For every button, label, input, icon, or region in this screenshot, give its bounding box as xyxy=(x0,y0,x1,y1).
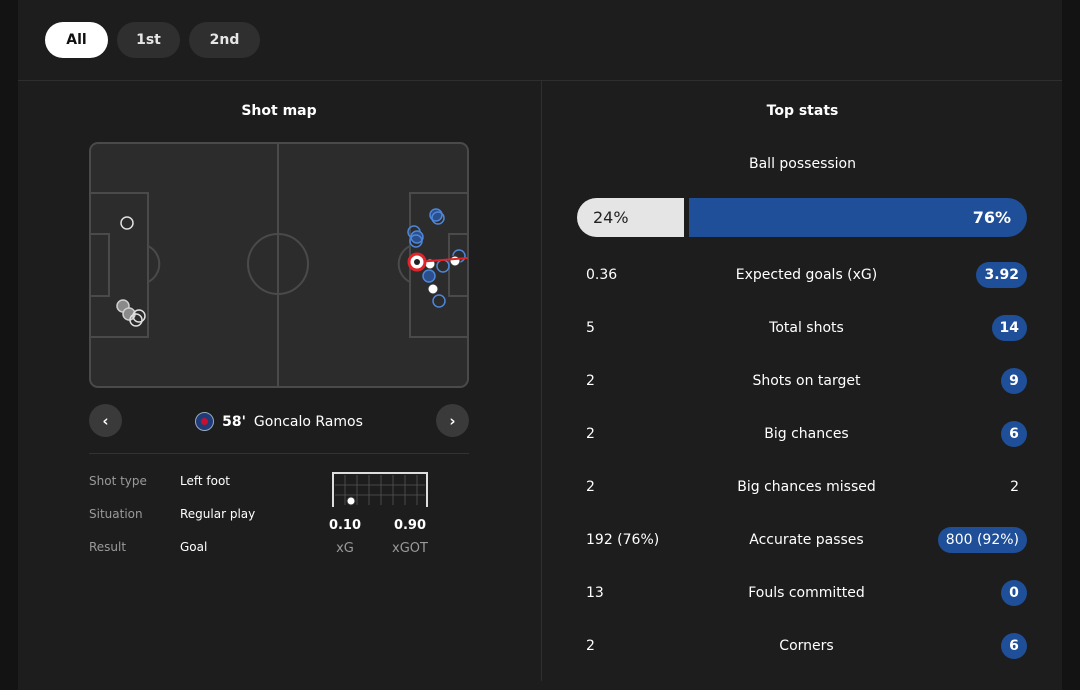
xg-label: xG xyxy=(336,541,354,556)
possession-away: 76% xyxy=(689,198,1027,237)
stat-away-value: 6 xyxy=(1001,421,1027,447)
stat-label: Accurate passes xyxy=(749,532,864,548)
shot-minute: 58' xyxy=(222,413,246,430)
stat-row-total-shots: 5 Total shots 14 xyxy=(586,315,1027,341)
stat-home-value: 2 xyxy=(586,373,595,389)
period-filter-bar: All 1st 2nd xyxy=(18,0,1062,81)
stat-label: Expected goals (xG) xyxy=(735,267,878,283)
stat-away-value: 3.92 xyxy=(976,262,1027,288)
top-stats-panel: Top stats Ball possession 24% 76% 0.36 E… xyxy=(541,81,1063,681)
stat-label: Big chances xyxy=(764,426,849,442)
top-stats-title: Top stats xyxy=(766,103,839,119)
chevron-right-icon: › xyxy=(449,411,456,430)
shot-map-title: Shot map xyxy=(241,103,317,119)
stat-home-value: 13 xyxy=(586,585,604,601)
stat-label: Big chances missed xyxy=(737,479,876,495)
next-shot-button[interactable]: › xyxy=(436,404,469,437)
stat-home-value: 5 xyxy=(586,320,595,336)
player-name: Goncalo Ramos xyxy=(253,413,363,430)
stat-label: Total shots xyxy=(769,320,844,336)
situation-value: Regular play xyxy=(180,507,256,521)
tab-all[interactable]: All xyxy=(45,22,108,58)
stat-away-value: 0 xyxy=(1001,580,1027,606)
shot-map-panel: Shot map xyxy=(18,81,540,681)
xgot-label: xGOT xyxy=(392,541,428,556)
tab-second-half[interactable]: 2nd xyxy=(189,22,260,58)
stat-row-big-chances: 2 Big chances 6 xyxy=(586,421,1027,447)
stat-home-value: 192 (76%) xyxy=(586,532,660,548)
chevron-left-icon: ‹ xyxy=(102,411,109,430)
previous-shot-button[interactable]: ‹ xyxy=(89,404,122,437)
possession-label: Ball possession xyxy=(749,156,856,172)
team-crest-icon xyxy=(195,412,215,431)
stat-label: Fouls committed xyxy=(748,585,865,601)
away-shot-markers xyxy=(407,208,469,308)
stat-row-corners: 2 Corners 6 xyxy=(586,633,1027,659)
possession-bar: 24% 76% xyxy=(577,198,1027,237)
period-tabs: All 1st 2nd xyxy=(45,22,260,58)
home-shot-markers xyxy=(116,216,146,327)
stat-label: Shots on target xyxy=(752,373,861,389)
shot-map-pitch[interactable] xyxy=(89,142,469,388)
stat-away-value: 9 xyxy=(1001,368,1027,394)
stat-away-value: 14 xyxy=(991,315,1027,341)
result-value: Goal xyxy=(180,540,208,554)
possession-home: 24% xyxy=(577,198,684,237)
stat-label: Corners xyxy=(779,638,834,654)
stat-row-accurate-passes: 192 (76%) Accurate passes 800 (92%) xyxy=(586,527,1027,553)
stat-row-big-chances-missed: 2 Big chances missed 2 xyxy=(586,474,1027,500)
stat-home-value: 0.36 xyxy=(586,267,618,283)
tab-first-half[interactable]: 1st xyxy=(117,22,180,58)
shot-details-divider xyxy=(89,453,469,454)
selected-shot-player: 58' Goncalo Ramos xyxy=(18,412,540,431)
xg-value: 0.10 xyxy=(328,518,362,533)
stat-home-value: 2 xyxy=(586,426,595,442)
xgot-value: 0.90 xyxy=(393,518,427,533)
stat-away-value: 800 (92%) xyxy=(937,527,1027,553)
result-label: Result xyxy=(89,540,127,554)
stat-away-value: 2 xyxy=(1010,479,1019,495)
stat-row-xg: 0.36 Expected goals (xG) 3.92 xyxy=(586,262,1027,288)
stat-row-shots-on-target: 2 Shots on target 9 xyxy=(586,368,1027,394)
goal-frame-icon xyxy=(332,472,428,507)
stat-home-value: 2 xyxy=(586,638,595,654)
shot-type-value: Left foot xyxy=(180,474,231,488)
shot-type-label: Shot type xyxy=(89,474,147,488)
situation-label: Situation xyxy=(89,507,143,521)
match-stats-card: All 1st 2nd Shot map xyxy=(18,0,1062,690)
stat-row-fouls-committed: 13 Fouls committed 0 xyxy=(586,580,1027,606)
stat-home-value: 2 xyxy=(586,479,595,495)
stat-away-value: 6 xyxy=(1001,633,1027,659)
